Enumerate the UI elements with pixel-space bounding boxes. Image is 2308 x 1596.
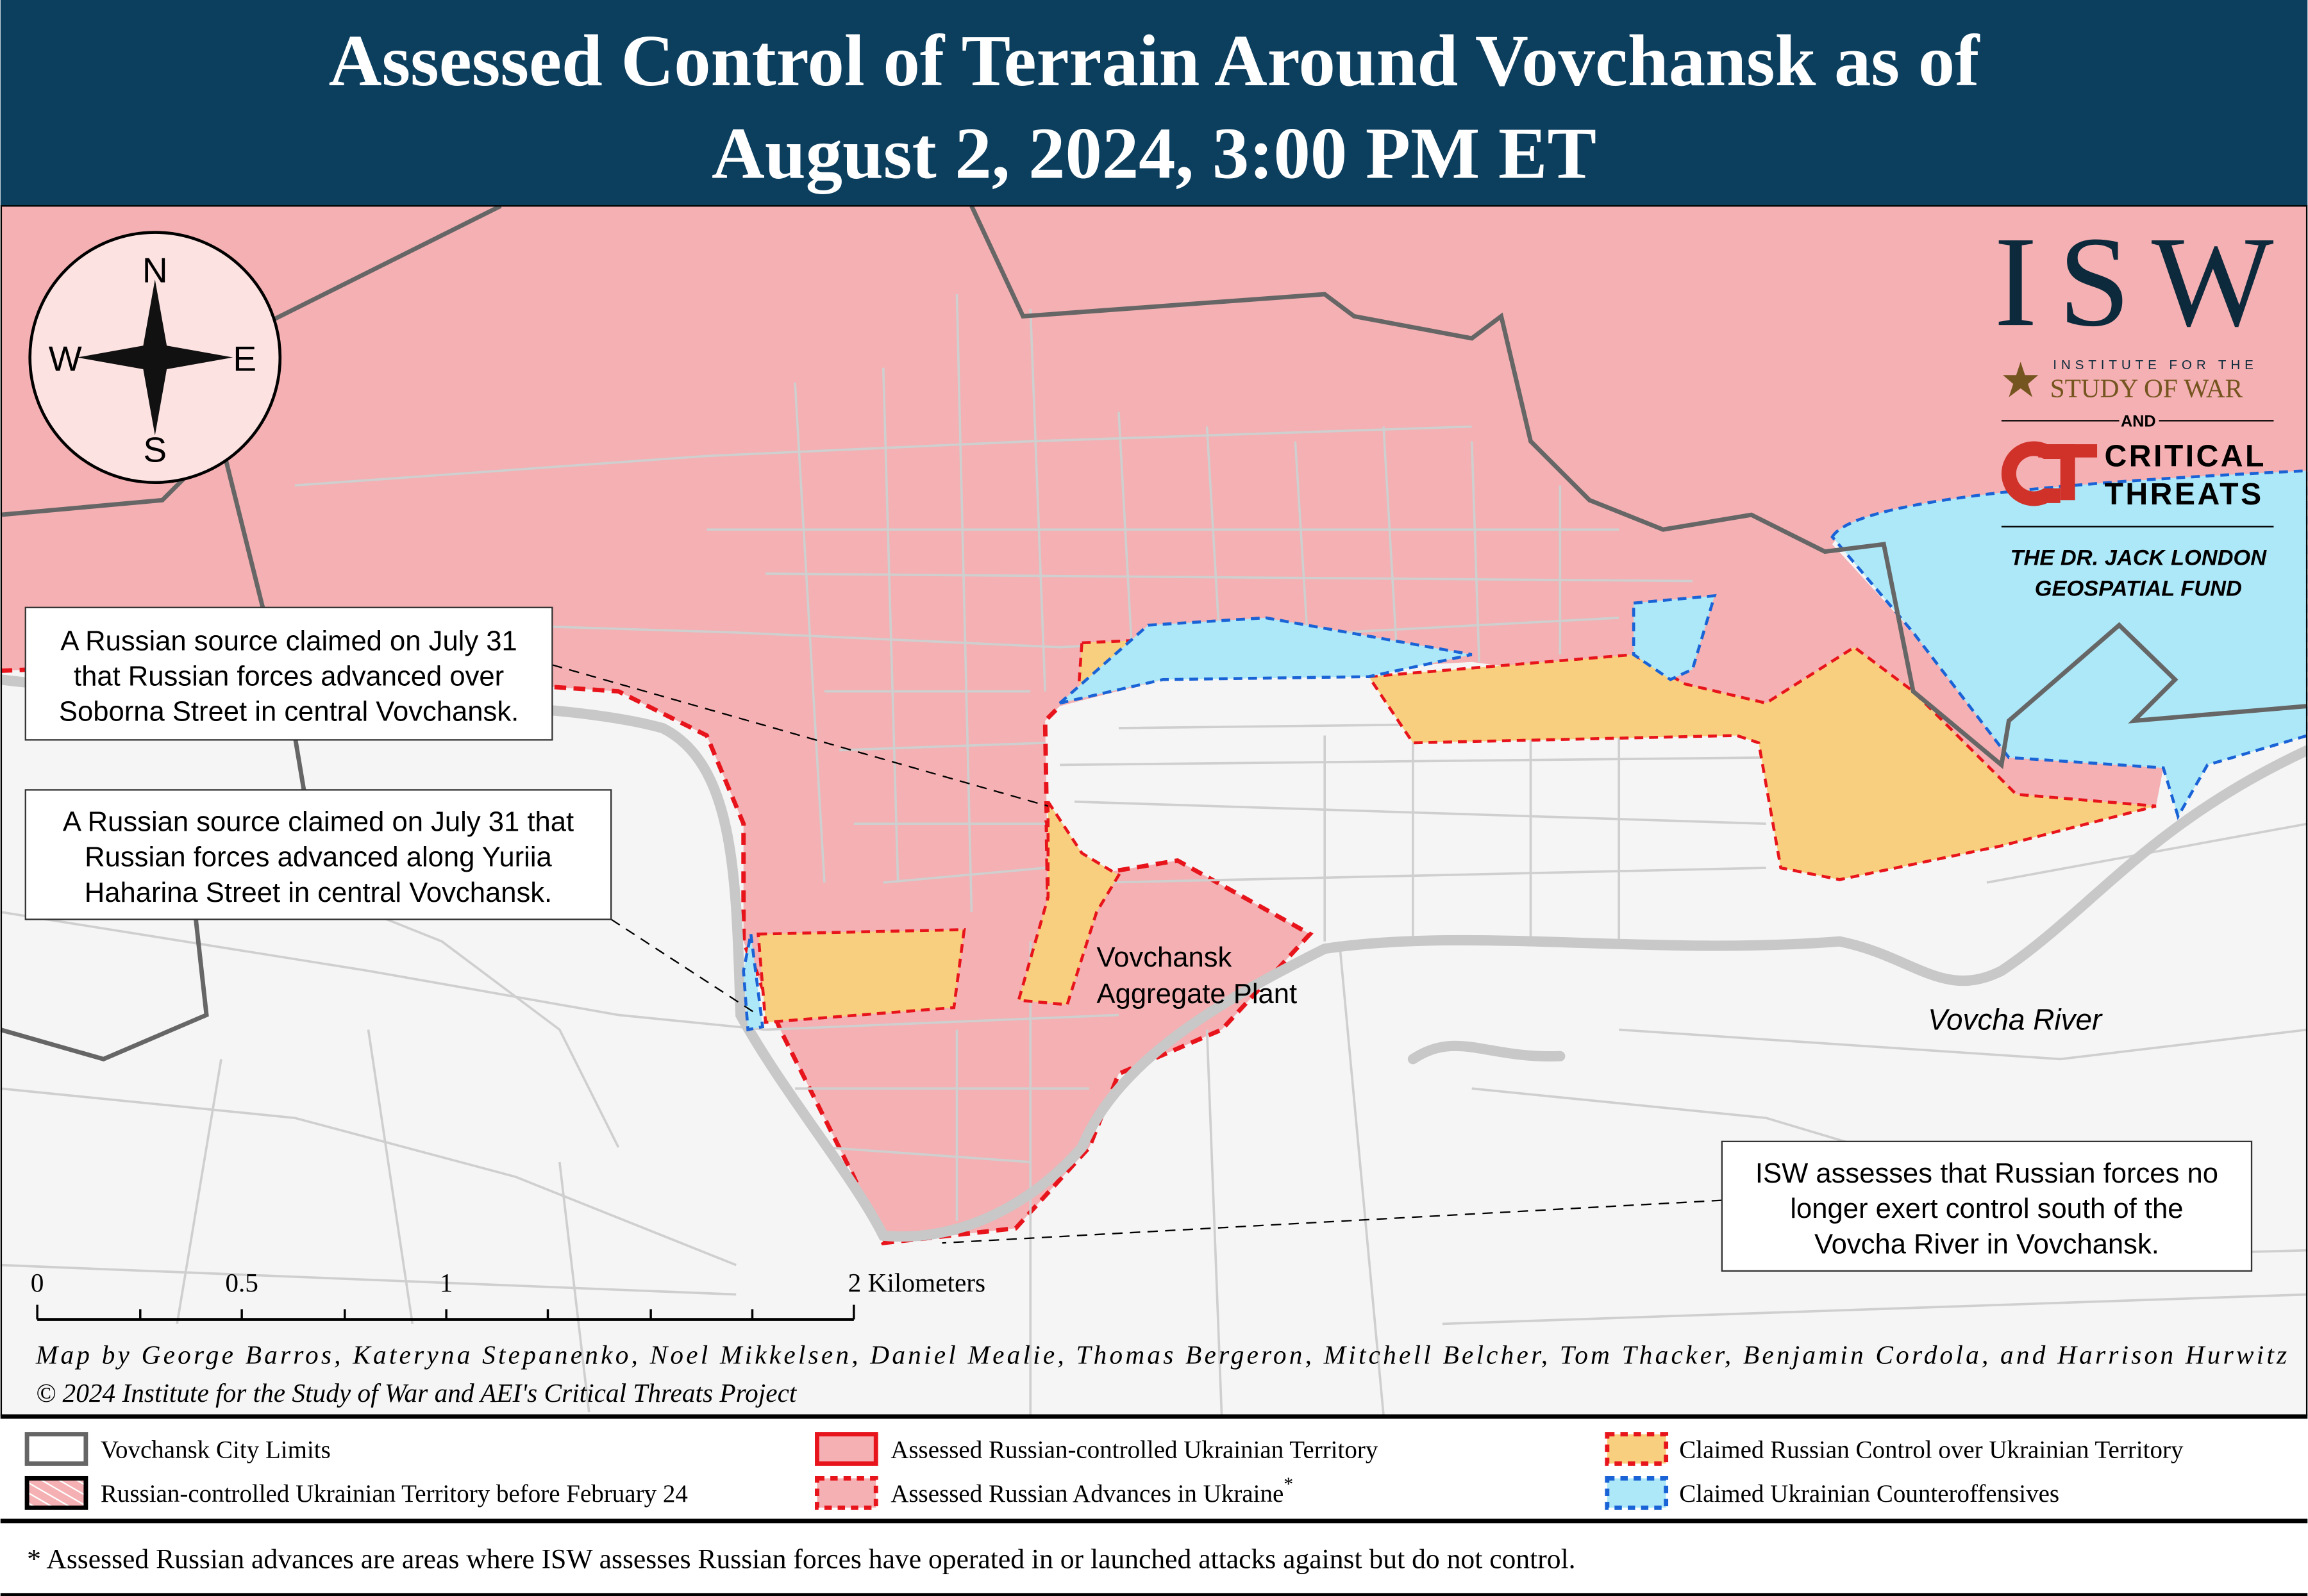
solid-red-swatch xyxy=(815,1432,878,1466)
claimed-ukrainian-areas xyxy=(742,469,2308,1032)
legend-label-before-feb24: Russian-controlled Ukrainian Territory b… xyxy=(101,1480,688,1508)
scale-tick-label: 2 Kilometers xyxy=(848,1268,985,1297)
compass-e: E xyxy=(233,338,256,378)
callout-line: Soborna Street in central Vovchansk. xyxy=(59,697,519,727)
callout-line: A Russian source claimed on July 31 xyxy=(60,626,517,656)
title-bar: Assessed Control of Terrain Around Vovch… xyxy=(0,0,2308,206)
ct-mark-icon xyxy=(2001,441,2075,506)
footnote: * Assessed Russian advances are areas wh… xyxy=(0,1524,2308,1596)
compass-s: S xyxy=(143,430,167,470)
isw-logo-sub2: STUDY OF WAR xyxy=(2050,374,2243,403)
city-limits-swatch xyxy=(24,1432,88,1466)
legend-label-claimed-ukrainian: Claimed Ukrainian Counteroffensives xyxy=(1679,1480,2059,1508)
compass-w: W xyxy=(49,338,82,378)
logo-and: AND xyxy=(2121,413,2156,431)
legend-label-city-limits: Vovchansk City Limits xyxy=(101,1436,331,1463)
compass-n: N xyxy=(142,251,168,290)
fund-line1: THE DR. JACK LONDON xyxy=(2011,545,2268,570)
river-branch xyxy=(1407,1040,1566,1065)
scale-bar: 0 0.5 1 2 Kilometers xyxy=(31,1268,985,1321)
compass-star-icon xyxy=(77,279,233,436)
title-line-2: August 2, 2024, 3:00 PM ET xyxy=(712,113,1596,194)
legend: Vovchansk City Limits Russian-controlled… xyxy=(0,1414,2308,1524)
label-vovcha-river: Vovcha River xyxy=(1928,1002,2103,1036)
scale-tick-label: 0.5 xyxy=(225,1268,258,1297)
ct-logo-line1: CRITICAL xyxy=(2105,438,2266,473)
callout-line: ISW assesses that Russian forces no xyxy=(1755,1158,2218,1189)
callout-line: Vovcha River in Vovchansk. xyxy=(1814,1229,2159,1259)
ct-logo-line2: THREATS xyxy=(2105,477,2264,511)
footnote-text: * Assessed Russian advances are areas wh… xyxy=(27,1543,1576,1574)
isw-logo-sub1: INSTITUTE FOR THE xyxy=(2053,358,2258,372)
map-area: N S W E ISW INSTITUTE FOR THE STUDY OF W… xyxy=(0,206,2308,1415)
title-line-1: Assessed Control of Terrain Around Vovch… xyxy=(329,20,1980,101)
label-aggregate-plant-2: Aggregate Plant xyxy=(1096,979,1297,1010)
hatched-swatch xyxy=(24,1475,88,1510)
callout-south-river: ISW assesses that Russian forces no long… xyxy=(942,1140,2253,1272)
compass-rose: N S W E xyxy=(28,231,282,485)
credits-copyright: © 2024 Institute for the Study of War an… xyxy=(36,1378,798,1408)
legend-label-claimed-russian: Claimed Russian Control over Ukrainian T… xyxy=(1679,1436,2184,1463)
callout-line: longer exert control south of the xyxy=(1790,1193,2183,1224)
callout-line: Russian forces advanced along Yuriia xyxy=(85,842,552,873)
scale-tick-label: 1 xyxy=(440,1268,453,1297)
critical-threats-logo: CRITICAL THREATS THE DR. JACK LONDON GEO… xyxy=(2001,438,2274,601)
orange-dashed-swatch xyxy=(1605,1432,1669,1466)
callout-line: that Russian forces advanced over xyxy=(74,661,504,692)
label-aggregate-plant-1: Vovchansk xyxy=(1096,942,1232,973)
fund-line2: GEOSPATIAL FUND xyxy=(2035,576,2242,601)
legend-label-assessed-advances: Assessed Russian Advances in Ukraine* xyxy=(891,1474,1293,1508)
callout-soborna: A Russian source claimed on July 31 that… xyxy=(24,606,1049,807)
callout-line: Haharina Street in central Vovchansk. xyxy=(85,877,552,908)
dashed-red-swatch xyxy=(815,1475,878,1510)
road-network xyxy=(0,294,2308,1415)
callout-haharina: A Russian source claimed on July 31 that… xyxy=(24,789,759,1016)
callout-line: A Russian source claimed on July 31 that xyxy=(63,807,574,838)
vovcha-river xyxy=(0,674,2308,1242)
blue-dashed-swatch xyxy=(1605,1475,1669,1510)
star-icon xyxy=(2003,362,2039,397)
scale-tick-label: 0 xyxy=(31,1268,44,1297)
legend-label-assessed-control: Assessed Russian-controlled Ukrainian Te… xyxy=(891,1436,1378,1463)
